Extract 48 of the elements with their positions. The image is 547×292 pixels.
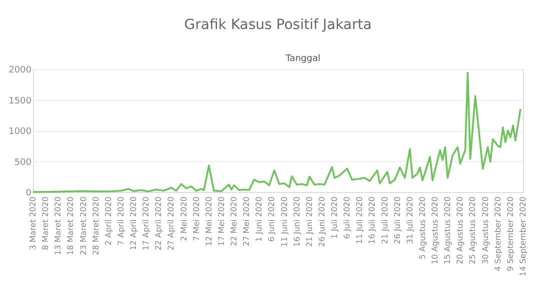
x-tick-label: 17 April 2020 <box>142 196 151 250</box>
x-tick-label: 23 Maret 2020 <box>78 196 88 256</box>
line-series <box>32 72 522 193</box>
x-tick-label: 10 Agustus 2020 <box>430 196 440 264</box>
x-tick-label: 27 Mei 2020 <box>242 196 252 246</box>
x-tick-label: 22 April 2020 <box>154 196 164 250</box>
y-tick-label: 500 <box>14 158 32 168</box>
x-tick-label: 21 Juni 2020 <box>304 196 314 247</box>
x-tick-label: 9 September 2020 <box>506 196 515 272</box>
y-tick-label: 1500 <box>8 96 32 106</box>
x-tick-label: 12 Mei 2020 <box>204 196 214 246</box>
x-tick-label: 5 Agustus 2020 <box>418 196 427 260</box>
x-tick-label: 6 Juni 2020 <box>267 196 276 242</box>
x-tick-label: 1 Juni 2020 <box>254 196 264 242</box>
x-tick-label: 25 Agustus 2020 <box>468 196 478 264</box>
y-tick-label: 2000 <box>8 66 32 76</box>
x-tick-label: 28 Maret 2020 <box>91 196 100 256</box>
y-tick-label: 0 <box>26 188 32 198</box>
x-tick-label: 11 Juni 2020 <box>280 196 289 247</box>
x-axis-title: Tanggal <box>284 54 320 64</box>
x-tick-label: 16 Juni 2020 <box>292 196 302 247</box>
x-tick-label: 30 Agustus 2020 <box>480 196 490 264</box>
x-tick-label: 15 Agustus 2020 <box>443 196 452 264</box>
x-tick-label: 2 April 2020 <box>104 196 113 246</box>
x-tick-label: 31 Juli 2020 <box>405 196 414 244</box>
x-tick-label: 20 Agustus 2020 <box>456 196 465 264</box>
x-tick-label: 4 September 2020 <box>493 196 502 272</box>
x-tick-label: 27 April 2020 <box>166 196 176 250</box>
x-tick-label: 26 Juli 2020 <box>392 196 402 244</box>
x-tick-label: 12 April 2020 <box>129 196 138 250</box>
y-tick-label: 1000 <box>8 127 32 137</box>
x-tick-label: 7 Mei 2020 <box>192 196 201 242</box>
x-tick-label: 21 Juli 2020 <box>380 196 390 244</box>
x-tick-label: 22 Mei 2020 <box>230 196 239 246</box>
x-tick-label: 6 Juli 2020 <box>342 196 352 239</box>
chart-title: Grafik Kasus Positif Jakarta <box>184 17 372 33</box>
x-tick-label: 11 Juli 2020 <box>355 196 364 244</box>
x-tick-label: 13 Maret 2020 <box>54 196 63 256</box>
x-tick-label: 2 Mei 2020 <box>179 196 188 242</box>
x-tick-label: 1 Juli 2020 <box>330 196 340 239</box>
x-tick-label: 3 Maret 2020 <box>28 196 38 250</box>
x-tick-label: 14 September 2020 <box>518 196 528 276</box>
x-tick-label: 18 Maret 2020 <box>66 196 76 256</box>
x-tick-label: 8 Maret 2020 <box>41 196 50 250</box>
x-tick-label: 26 Juni 2020 <box>317 196 326 247</box>
x-tick-label: 16 Juli 2020 <box>368 196 377 244</box>
x-tick-label: 17 Mei 2020 <box>216 196 226 246</box>
x-tick-label: 7 April 2020 <box>116 196 126 246</box>
